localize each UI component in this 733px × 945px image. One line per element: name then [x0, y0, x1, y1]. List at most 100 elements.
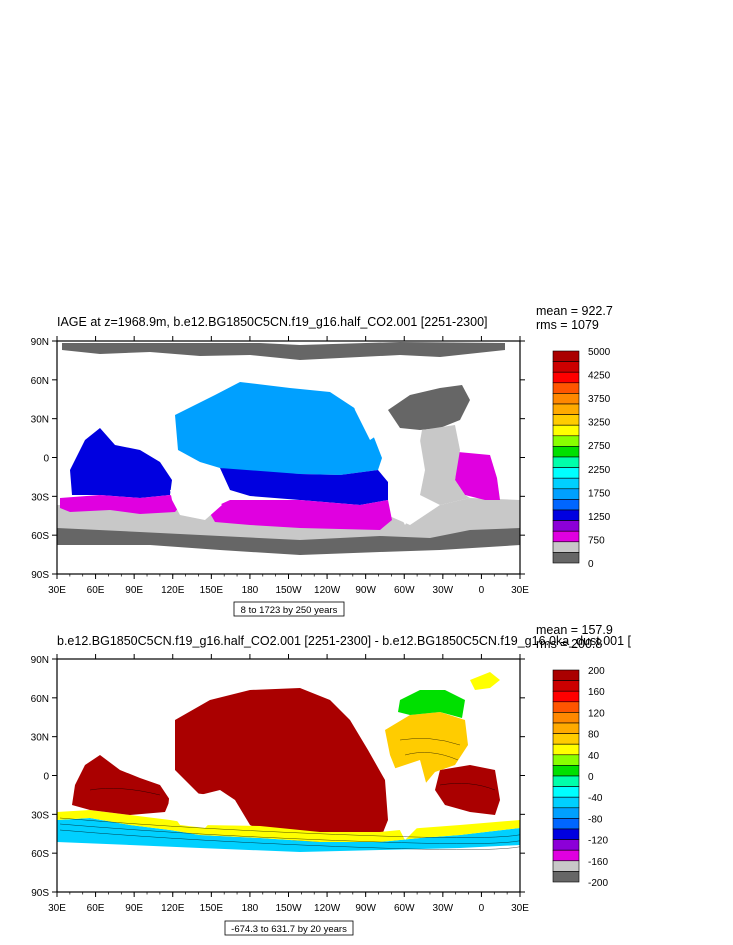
bottom-colorbar-swatch [552, 743, 580, 756]
bottom-x-tick-label: 150W [275, 903, 302, 914]
top-colorbar-label: 2750 [588, 441, 611, 452]
top-colorbar-label: 5000 [588, 347, 611, 358]
top-colorbar: 5000 4250 3750 3250 2750 2250 1750 1250 750 0 [552, 347, 611, 570]
top-y-tick-label: 0 [43, 454, 49, 465]
bottom-colorbar-swatch [552, 818, 580, 830]
bottom-title: b.e12.BG1850C5CN.f19_g16.half_CO2.001 [2… [57, 634, 632, 648]
bottom-y-tick-label: 90S [31, 888, 49, 899]
top-x-tick-label: 120W [314, 585, 341, 596]
bottom-x-tick-label: 120W [314, 903, 341, 914]
bottom-arctic-patch [470, 672, 500, 690]
bottom-colorbar-swatch [552, 712, 580, 724]
top-x-tick-label: 120E [161, 585, 185, 596]
bottom-colorbar-label: 40 [588, 751, 600, 762]
top-x-tick-label: 60W [394, 585, 415, 596]
top-colorbar-swatch [552, 541, 580, 553]
top-colorbar-swatch [552, 530, 580, 543]
bottom-y-tick-label: 60N [31, 694, 49, 705]
top-map-field [57, 341, 520, 574]
bottom-colorbar-swatch [552, 722, 580, 734]
bottom-colorbar-swatch [552, 849, 580, 862]
top-rms: rms = 1079 [536, 318, 599, 332]
bottom-colorbar-swatch [552, 796, 580, 809]
bottom-colorbar-label: -200 [588, 878, 608, 889]
bottom-y-tick-label: 60S [31, 849, 49, 860]
bottom-x-tick-label: 120E [161, 903, 185, 914]
bottom-x-axis: 30E 60E 90E 120E 150E 180 150W 120W 90W 60W 30W 0 30… [48, 654, 529, 914]
top-indian-south [60, 495, 185, 514]
bottom-north-atlantic-high [398, 690, 465, 718]
top-y-tick-label: 30N [31, 415, 49, 426]
top-colorbar-label: 4250 [588, 371, 611, 382]
bottom-mean: mean = 157.9 [536, 623, 613, 637]
bottom-colorbar-swatch [552, 701, 580, 713]
bottom-colorbar-label: 160 [588, 687, 605, 698]
top-indian [70, 428, 172, 498]
top-arctic-region [62, 342, 505, 360]
bottom-colorbar-swatch [552, 765, 580, 777]
bottom-colorbar-label: -40 [588, 793, 603, 804]
bottom-colorbar-label: 200 [588, 666, 605, 677]
bottom-colorbar-label: -80 [588, 814, 603, 825]
top-x-axis: 30E 60E 90E 120E 150E 180 150W 120W 90W 60W 30W 0 30… [48, 336, 529, 596]
top-colorbar-label: 0 [588, 559, 594, 570]
bottom-x-tick-label: 60W [394, 903, 415, 914]
top-y-tick-label: 30S [31, 492, 49, 503]
top-colorbar-swatch [552, 393, 580, 405]
bottom-colorbar-label: 80 [588, 730, 600, 741]
bottom-y-tick-label: 30S [31, 810, 49, 821]
bottom-map-field [57, 659, 520, 892]
top-colorbar-label: 750 [588, 535, 605, 546]
top-pacific-mid [220, 468, 388, 505]
bottom-x-tick-label: 150E [200, 903, 224, 914]
bottom-colorbar-label: -160 [588, 857, 608, 868]
bottom-colorbar-swatch [552, 690, 580, 703]
top-colorbar-swatch [552, 446, 580, 458]
top-colorbar-label: 3250 [588, 418, 611, 429]
top-y-tick-label: 60N [31, 376, 49, 387]
bottom-x-tick-label: 90W [355, 903, 376, 914]
top-colorbar-swatch [552, 456, 580, 468]
bottom-southern-high [57, 818, 520, 852]
top-colorbar-swatch [552, 552, 580, 564]
bottom-x-tick-label: 60E [87, 903, 105, 914]
top-colorbar-swatch [552, 361, 580, 373]
top-title: IAGE at z=1968.9m, b.e12.BG1850C5CN.f19_… [57, 315, 488, 329]
top-north-atlantic [388, 385, 470, 430]
top-colorbar-swatch [552, 403, 580, 415]
top-colorbar-label: 1750 [588, 488, 611, 499]
bottom-colorbar-swatch [552, 669, 580, 681]
bottom-x-tick-label: 30W [433, 903, 454, 914]
top-y-tick-label: 90S [31, 570, 49, 581]
bottom-colorbar-swatch [552, 828, 580, 840]
bottom-indian [72, 755, 170, 815]
top-colorbar-swatch [552, 477, 580, 490]
top-x-tick-label: 30E [48, 585, 66, 596]
bottom-y-tick-label: 30N [31, 733, 49, 744]
bottom-colorbar-swatch [552, 807, 580, 819]
bottom-colorbar-swatch [552, 754, 580, 766]
bottom-colorbar-label: 0 [588, 772, 594, 783]
top-x-tick-label: 150W [275, 585, 302, 596]
top-x-tick-label: 60E [87, 585, 105, 596]
bottom-rms: rms = 200.8 [536, 637, 602, 651]
top-colorbar-label: 1250 [588, 512, 611, 523]
bottom-colorbar-swatch [552, 680, 580, 692]
top-x-tick-label: 90E [125, 585, 143, 596]
top-colorbar-label: 3750 [588, 394, 611, 405]
top-colorbar-swatch [552, 371, 580, 384]
top-atlantic-central [415, 425, 470, 505]
top-colorbar-swatch [552, 350, 580, 362]
bottom-x-tick-label: 30E [48, 903, 66, 914]
top-y-tick-label: 90N [31, 337, 49, 348]
top-x-tick-label: 0 [479, 585, 485, 596]
bottom-contour-info: -674.3 to 631.7 by 20 years [231, 924, 347, 935]
bottom-panel: b.e12.BG1850C5CN.f19_g16.half_CO2.001 [2… [31, 623, 632, 936]
top-mean: mean = 922.7 [536, 304, 613, 318]
bottom-colorbar-label: -120 [588, 836, 608, 847]
top-colorbar-swatch [552, 467, 580, 479]
top-x-tick-label: 150E [200, 585, 224, 596]
bottom-colorbar-label: 120 [588, 708, 605, 719]
top-colorbar-swatch [552, 382, 580, 394]
